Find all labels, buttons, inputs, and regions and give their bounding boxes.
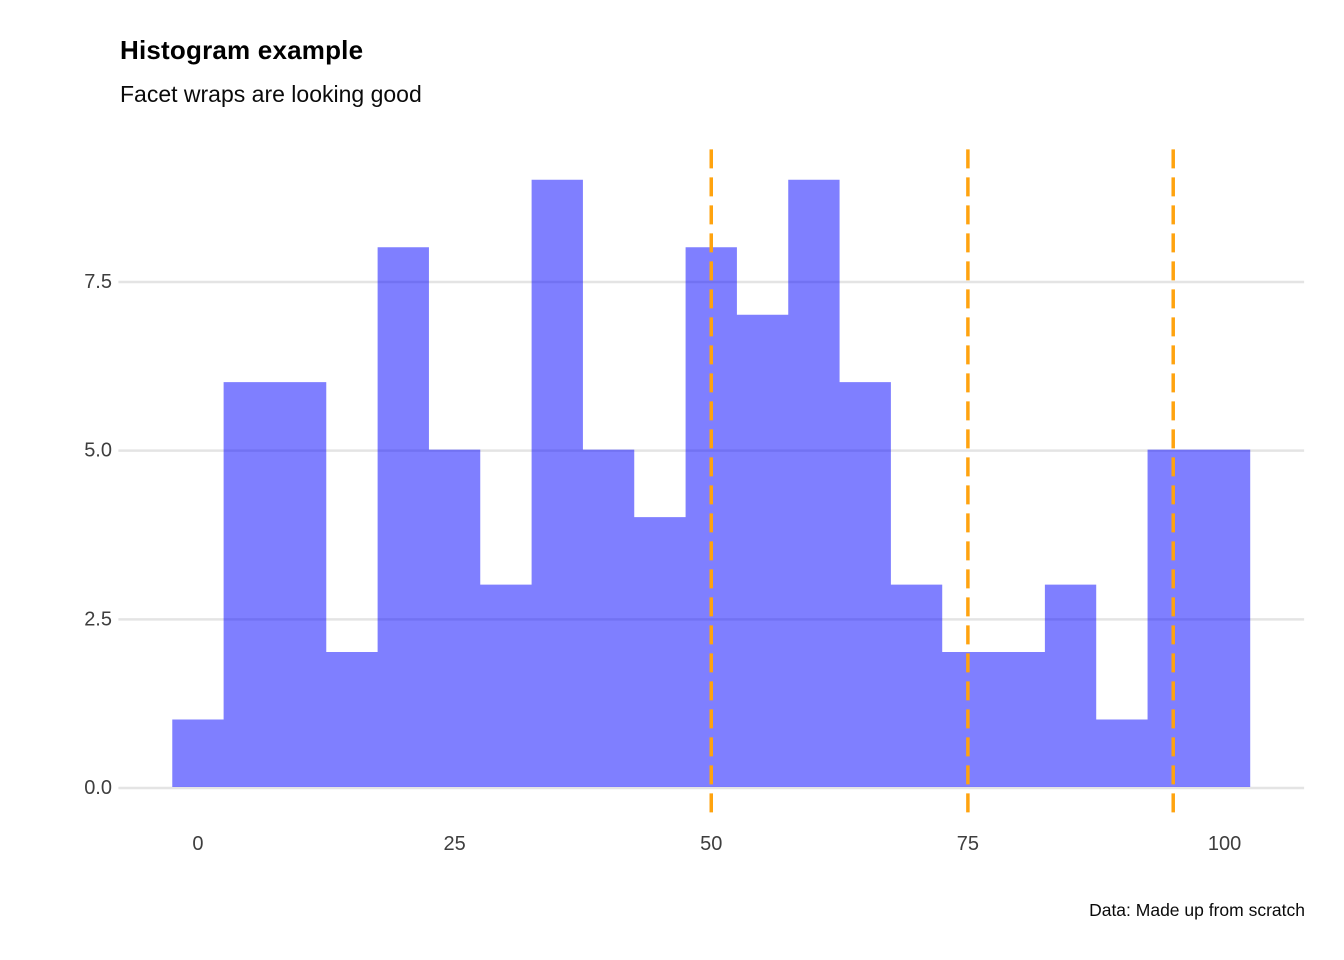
y-tick-label: 7.5 xyxy=(84,271,112,293)
x-tick-label: 100 xyxy=(1208,833,1241,855)
y-tick-label: 5.0 xyxy=(84,440,112,462)
chart-title: Histogram example xyxy=(120,35,364,65)
y-tick-label: 0.0 xyxy=(84,777,112,799)
x-tick-label: 50 xyxy=(700,833,722,855)
histogram-bars xyxy=(172,179,1251,787)
chart-subtitle: Facet wraps are looking good xyxy=(120,81,422,107)
x-tick-label: 75 xyxy=(957,833,979,855)
x-tick-label: 25 xyxy=(443,833,465,855)
chart-caption: Data: Made up from scratch xyxy=(1089,900,1305,920)
y-tick-label: 2.5 xyxy=(84,608,112,630)
x-tick-label: 0 xyxy=(192,833,203,855)
